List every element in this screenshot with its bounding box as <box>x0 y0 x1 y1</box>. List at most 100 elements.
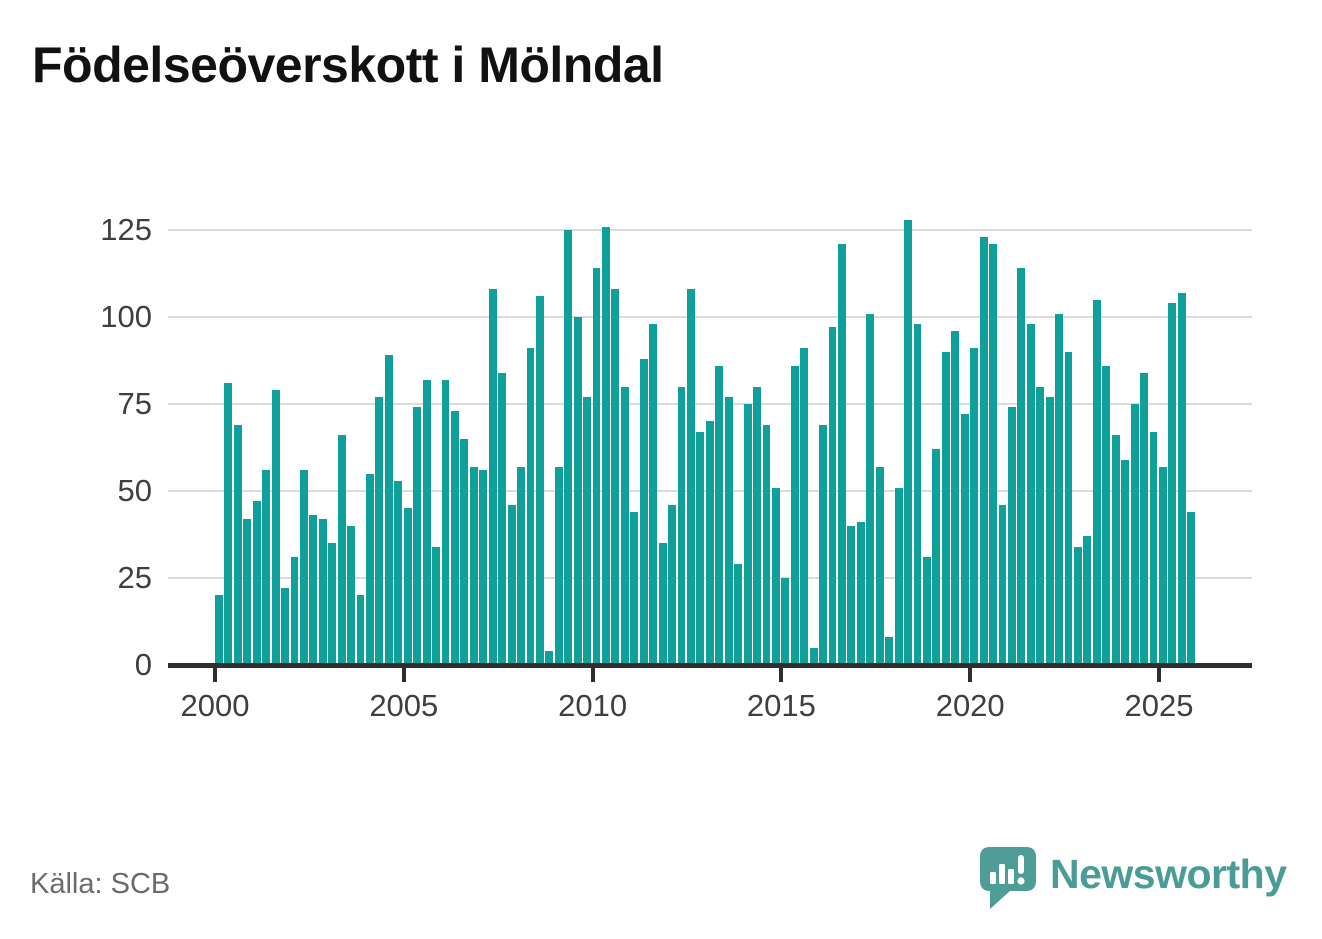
x-axis-tick-label: 2010 <box>558 688 628 723</box>
bar-quarter-2011q4 <box>658 543 667 665</box>
bar-quarter-2016q3 <box>838 243 846 665</box>
newsworthy-brand: Newsworthy <box>978 845 1298 915</box>
bar-quarter-2009q1 <box>554 466 563 665</box>
bar-quarter-2007q2 <box>488 289 497 665</box>
x-axis-line <box>168 663 1252 668</box>
bar-quarter-2005q2 <box>413 407 422 665</box>
x-axis-tick-label: 2025 <box>1124 688 1194 723</box>
bar-quarter-2009q3 <box>573 317 582 665</box>
y-axis-tick-label: 0 <box>134 647 152 682</box>
bar-quarter-2001q3 <box>271 390 280 665</box>
bar-quarter-2019q2 <box>941 351 950 665</box>
bar-quarter-2000q3 <box>233 424 242 665</box>
bar-quarter-2013q1 <box>705 421 714 665</box>
bar-quarter-2010q4 <box>620 386 629 665</box>
bar-quarter-2004q4 <box>394 480 403 665</box>
bar-quarter-2018q2 <box>904 219 912 665</box>
bar-quarter-2008q3 <box>535 296 544 665</box>
bar-quarter-2021q1 <box>1007 407 1016 665</box>
y-axis-tick-label: 25 <box>117 560 152 595</box>
gridline-y-75 <box>168 403 1252 405</box>
bar-quarter-2007q4 <box>507 504 516 665</box>
bar-quarter-2015q4 <box>809 647 818 665</box>
bar-quarter-2025q2 <box>1168 303 1177 665</box>
x-axis-tick-label: 2020 <box>935 688 1005 723</box>
bar-quarter-2000q4 <box>243 518 252 665</box>
newsworthy-logo-icon <box>980 847 1036 909</box>
bar-quarter-2024q2 <box>1130 404 1139 665</box>
bar-quarter-2018q3 <box>913 323 922 665</box>
bar-quarter-2022q3 <box>1064 351 1073 665</box>
x-axis-tick-label: 2005 <box>369 688 439 723</box>
bar-quarter-2013q2 <box>715 365 724 665</box>
bar-quarter-2011q3 <box>649 323 658 665</box>
x-axis-tick-2000 <box>213 665 217 682</box>
bar-quarter-2001q2 <box>262 470 271 665</box>
x-axis-tick-label: 2000 <box>180 688 250 723</box>
bar-quarter-2013q4 <box>734 564 743 665</box>
bar-quarter-2007q3 <box>498 372 507 665</box>
bar-quarter-2009q4 <box>583 397 592 665</box>
bar-quarter-2002q3 <box>309 515 318 665</box>
bar-quarter-2005q3 <box>422 379 431 665</box>
x-axis-tick-2010 <box>590 665 595 682</box>
bar-quarter-2009q2 <box>564 230 573 665</box>
bar-quarter-2023q2 <box>1092 299 1101 665</box>
bar-quarter-2019q1 <box>932 449 941 665</box>
bar-quarter-2017q3 <box>875 466 884 665</box>
bar-quarter-2017q2 <box>866 313 875 665</box>
bar-quarter-2004q1 <box>366 473 374 665</box>
source-note: Källa: SCB <box>30 868 171 900</box>
bar-quarter-2010q2 <box>602 226 610 665</box>
bar-quarter-2002q4 <box>318 518 327 665</box>
bar-quarter-2003q3 <box>347 525 356 665</box>
bar-quarter-2012q1 <box>668 504 676 665</box>
y-axis-tick-label: 125 <box>100 212 152 247</box>
bar-quarter-2024q1 <box>1121 459 1130 665</box>
bar-quarter-2013q3 <box>724 397 733 665</box>
bar-quarter-2010q1 <box>592 268 601 665</box>
bar-quarter-2020q1 <box>970 348 979 665</box>
x-axis-tick-2025 <box>1157 665 1161 682</box>
bar-quarter-2020q3 <box>989 243 997 665</box>
bar-quarter-2005q1 <box>403 508 412 665</box>
bar-quarter-2020q2 <box>979 236 988 665</box>
bar-quarter-2018q4 <box>923 557 931 665</box>
y-axis-tick-label: 75 <box>117 386 152 421</box>
y-axis-tick-label: 50 <box>117 473 152 508</box>
bar-quarter-2015q1 <box>781 578 790 665</box>
bar-quarter-2021q4 <box>1036 386 1045 665</box>
bar-quarter-2002q1 <box>290 557 299 665</box>
bar-quarter-2014q1 <box>743 404 752 665</box>
bar-quarter-2014q4 <box>771 487 780 665</box>
bar-quarter-2006q4 <box>469 466 478 665</box>
bar-quarter-2005q4 <box>432 546 440 665</box>
bar-quarter-2023q4 <box>1111 435 1120 665</box>
bar-quarter-2012q3 <box>687 289 695 665</box>
x-axis-tick-2015 <box>779 665 784 682</box>
bar-quarter-2025q3 <box>1177 292 1186 665</box>
bar-quarter-2004q2 <box>375 397 384 665</box>
bar-quarter-2003q4 <box>356 595 365 665</box>
bar-quarter-2008q4 <box>545 651 554 665</box>
gridline-y-125 <box>168 229 1252 231</box>
bar-quarter-2011q1 <box>630 511 639 665</box>
bar-quarter-2016q1 <box>819 424 828 665</box>
gridline-y-100 <box>168 316 1252 318</box>
bar-quarter-2021q2 <box>1017 268 1026 665</box>
bar-quarter-2006q2 <box>451 410 459 665</box>
bar-quarter-2025q4 <box>1187 511 1196 665</box>
bar-quarter-2015q2 <box>790 365 799 665</box>
bar-quarter-2012q2 <box>677 386 686 665</box>
bar-quarter-2006q3 <box>460 438 469 665</box>
bar-quarter-2024q3 <box>1140 372 1148 665</box>
bar-quarter-2025q1 <box>1159 466 1167 665</box>
newsworthy-wordmark: Newsworthy <box>1050 851 1287 897</box>
bar-quarter-2016q2 <box>828 327 837 665</box>
bar-quarter-2002q2 <box>299 470 308 665</box>
bar-quarter-2017q4 <box>885 637 894 665</box>
bar-quarter-2022q1 <box>1045 397 1054 665</box>
bar-quarter-2019q3 <box>951 330 960 665</box>
bar-quarter-2022q4 <box>1074 546 1082 665</box>
bar-quarter-2003q2 <box>337 435 346 665</box>
